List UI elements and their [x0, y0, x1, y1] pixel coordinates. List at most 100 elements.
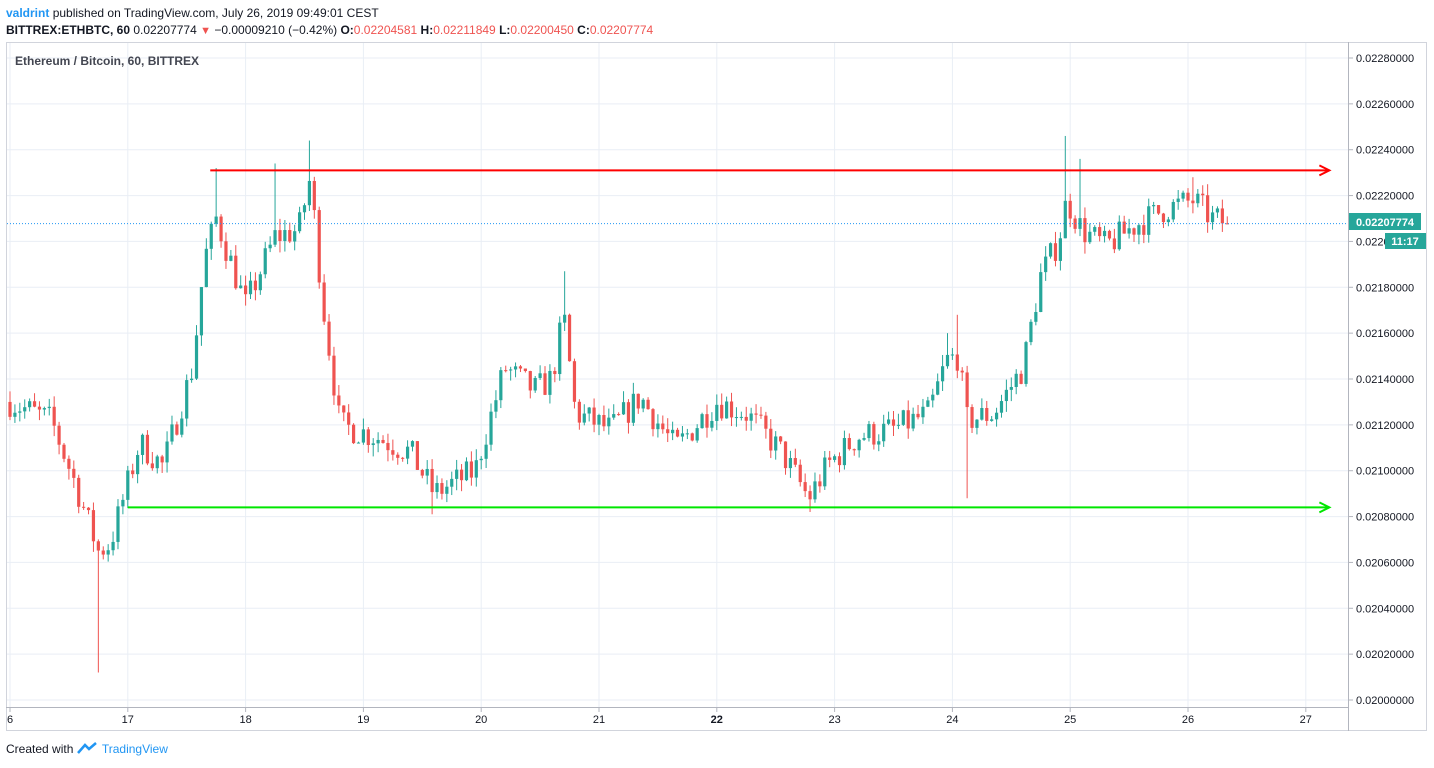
candle[interactable]	[440, 478, 444, 500]
candle[interactable]	[980, 398, 984, 421]
candle[interactable]	[219, 214, 223, 248]
candle[interactable]	[86, 507, 91, 515]
candle[interactable]	[666, 418, 670, 443]
candle[interactable]	[759, 406, 763, 419]
candle[interactable]	[582, 404, 586, 426]
candle[interactable]	[764, 411, 768, 439]
candle[interactable]	[1044, 246, 1048, 281]
candle[interactable]	[302, 203, 307, 220]
candle[interactable]	[366, 427, 370, 453]
candle[interactable]	[592, 398, 596, 433]
candle[interactable]	[1152, 201, 1156, 215]
candle[interactable]	[1083, 207, 1087, 254]
candle[interactable]	[386, 433, 390, 462]
candle[interactable]	[852, 448, 856, 456]
candle[interactable]	[101, 546, 105, 560]
candle[interactable]	[955, 314, 959, 379]
candle[interactable]	[1029, 319, 1033, 346]
candle[interactable]	[145, 430, 150, 466]
candle[interactable]	[337, 385, 341, 414]
candle[interactable]	[1142, 214, 1146, 244]
candle[interactable]	[72, 460, 76, 488]
candle[interactable]	[1102, 225, 1107, 243]
candle[interactable]	[484, 434, 488, 468]
candle[interactable]	[572, 358, 577, 409]
candle[interactable]	[140, 433, 145, 465]
candle[interactable]	[464, 457, 469, 482]
candle[interactable]	[911, 407, 915, 432]
candle[interactable]	[351, 423, 356, 445]
candle[interactable]	[577, 399, 581, 430]
price-axis[interactable]: 0.02000000 0.02020000 0.02040000 0.02060000…	[1348, 53, 1414, 707]
candle[interactable]	[1004, 379, 1008, 412]
candle[interactable]	[803, 473, 807, 498]
candle[interactable]	[975, 419, 979, 435]
candle[interactable]	[77, 474, 81, 514]
candle[interactable]	[857, 438, 861, 458]
candle[interactable]	[371, 438, 375, 457]
candle[interactable]	[950, 347, 954, 360]
candle[interactable]	[234, 245, 238, 290]
candle[interactable]	[769, 419, 773, 459]
candle[interactable]	[258, 271, 262, 295]
candle[interactable]	[602, 405, 606, 432]
candle[interactable]	[1014, 369, 1018, 395]
candle[interactable]	[224, 232, 228, 269]
candle[interactable]	[1039, 263, 1043, 313]
candle[interactable]	[469, 451, 473, 486]
candle[interactable]	[720, 393, 724, 421]
candle[interactable]	[513, 362, 518, 378]
candle[interactable]	[690, 432, 694, 442]
candle[interactable]	[8, 391, 12, 421]
candle[interactable]	[347, 404, 351, 436]
candle[interactable]	[1053, 231, 1058, 267]
candle[interactable]	[833, 454, 837, 463]
candle[interactable]	[1063, 135, 1067, 239]
candle[interactable]	[725, 396, 729, 419]
candle[interactable]	[1127, 218, 1131, 239]
candle[interactable]	[754, 404, 758, 424]
candle[interactable]	[671, 421, 675, 441]
candle[interactable]	[499, 367, 503, 409]
candle[interactable]	[327, 314, 331, 361]
candle[interactable]	[828, 450, 832, 468]
candle[interactable]	[965, 365, 969, 499]
candle[interactable]	[405, 440, 410, 465]
candle[interactable]	[283, 220, 287, 252]
candle[interactable]	[945, 333, 950, 369]
candle[interactable]	[1201, 185, 1205, 206]
candle[interactable]	[749, 407, 753, 431]
candle[interactable]	[916, 404, 920, 420]
candle[interactable]	[396, 452, 400, 465]
candle[interactable]	[199, 286, 204, 346]
candle[interactable]	[1112, 228, 1116, 254]
candle[interactable]	[700, 412, 704, 429]
candle[interactable]	[891, 411, 896, 436]
candle[interactable]	[293, 224, 297, 251]
candle[interactable]	[509, 366, 513, 381]
candle[interactable]	[1019, 370, 1023, 385]
candle[interactable]	[111, 531, 115, 556]
resistance-arrow[interactable]	[210, 164, 1332, 177]
candle[interactable]	[563, 271, 567, 332]
candle[interactable]	[57, 421, 61, 455]
candle[interactable]	[1191, 177, 1195, 214]
candle[interactable]	[1122, 215, 1126, 234]
candle[interactable]	[190, 368, 194, 383]
candle[interactable]	[538, 365, 542, 380]
candle[interactable]	[489, 403, 493, 451]
candle[interactable]	[970, 404, 974, 433]
candle[interactable]	[1117, 215, 1121, 251]
candle[interactable]	[248, 271, 253, 300]
candle[interactable]	[1058, 232, 1062, 271]
candle[interactable]	[494, 390, 498, 419]
candle[interactable]	[273, 163, 277, 247]
candle[interactable]	[1186, 188, 1190, 208]
candle[interactable]	[435, 475, 439, 499]
candle[interactable]	[886, 411, 891, 426]
candle[interactable]	[641, 398, 645, 413]
candle[interactable]	[52, 396, 56, 437]
candle[interactable]	[121, 494, 125, 515]
candle[interactable]	[685, 428, 689, 440]
